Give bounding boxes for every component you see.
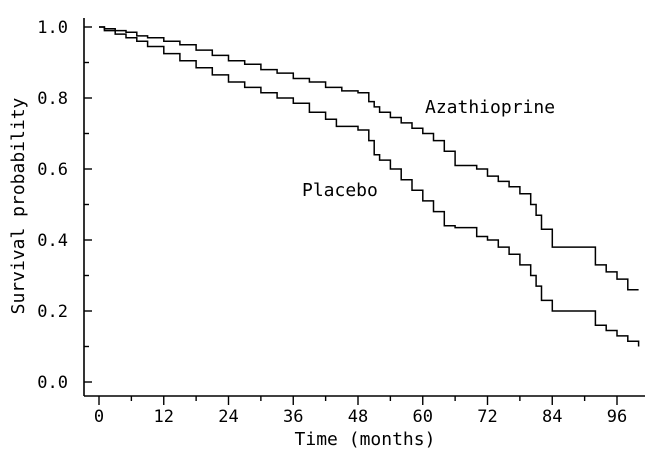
x-tick-label: 84 xyxy=(542,407,562,427)
x-tick-label: 36 xyxy=(283,407,303,427)
y-tick-label: 0.0 xyxy=(37,373,68,393)
labels: Time (months) Survival probability Azathio… xyxy=(8,97,555,450)
placebo-label: Placebo xyxy=(302,180,378,201)
y-tick-label: 0.6 xyxy=(37,160,68,180)
x-tick-label: 96 xyxy=(607,407,627,427)
x-tick-label: 60 xyxy=(413,407,433,427)
placebo-curve xyxy=(99,26,640,347)
y-tick-label: 1.0 xyxy=(37,18,68,38)
x-tick-label: 48 xyxy=(348,407,368,427)
y-tick-label: 0.4 xyxy=(37,231,68,251)
y-tick-label: 0.8 xyxy=(37,89,68,109)
y-tick-label: 0.2 xyxy=(37,302,68,322)
x-tick-label: 0 xyxy=(94,407,104,427)
x-axis-title: Time (months) xyxy=(295,429,436,450)
x-tick-label: 72 xyxy=(477,407,497,427)
azathioprine-curve xyxy=(99,26,639,291)
axes: 0.0 0.2 0.4 0.6 0.8 1.0 0 12 24 36 48 60 72 84 96 xyxy=(37,18,645,427)
azathioprine-label: Azathioprine xyxy=(425,97,555,118)
x-tick-label: 12 xyxy=(154,407,174,427)
x-tick-label: 24 xyxy=(218,407,238,427)
survival-curves xyxy=(99,26,640,347)
y-axis-title: Survival probability xyxy=(8,97,29,314)
